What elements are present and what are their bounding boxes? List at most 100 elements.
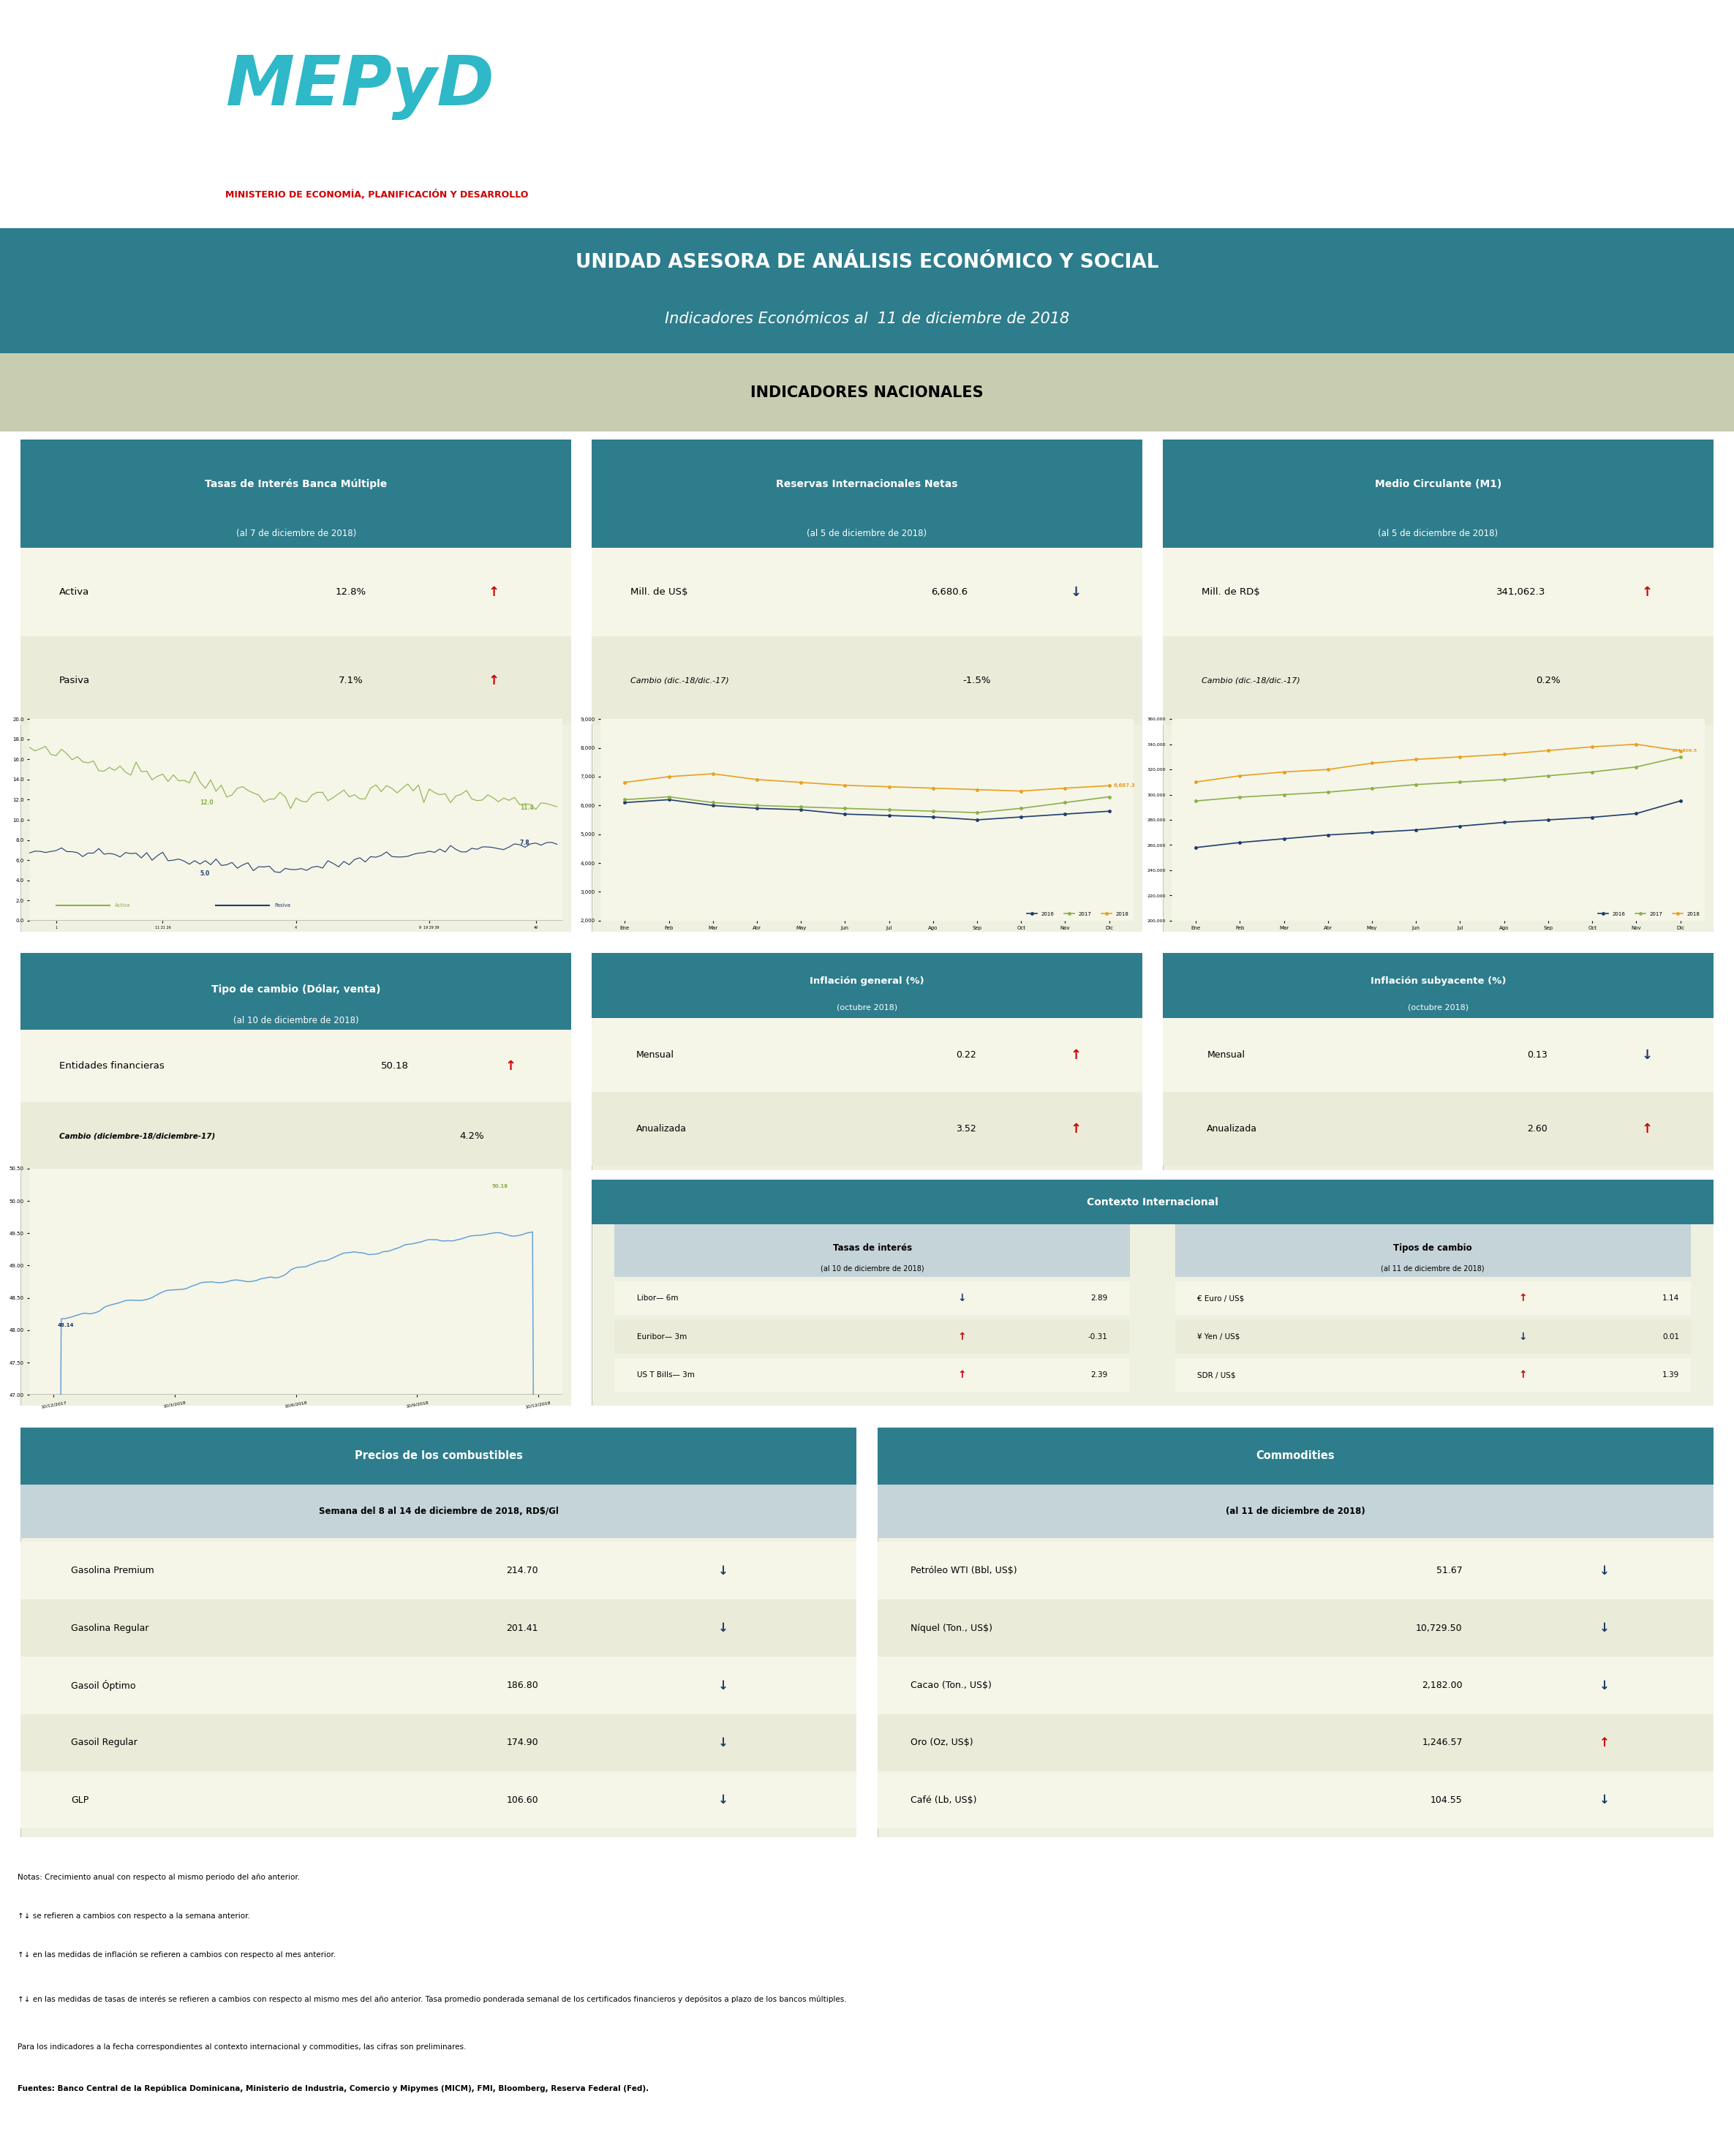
2017 (1361, 776, 1382, 802)
Text: Petróleo WTI (Bbl, US$): Petróleo WTI (Bbl, US$) (910, 1565, 1018, 1576)
Bar (877, 1656, 1713, 1714)
Bar (877, 1714, 1713, 1772)
Bar (877, 1427, 1713, 1485)
Text: Tasas de interés: Tasas de interés (832, 1244, 912, 1253)
2017 (834, 796, 855, 821)
2018 (1450, 744, 1470, 770)
Text: (al 5 de diciembre de 2018): (al 5 de diciembre de 2018) (806, 528, 928, 539)
2016 (1361, 819, 1382, 845)
2017 (1318, 778, 1339, 804)
2017 (1229, 785, 1250, 811)
Bar (591, 953, 1143, 1018)
2016 (1186, 834, 1207, 860)
Bar (21, 1102, 570, 1171)
2017 (1538, 763, 1559, 789)
Text: MINISTERIO DE ECONOMÍA, PLANIFICACIÓN Y DESARROLLO: MINISTERIO DE ECONOMÍA, PLANIFICACIÓN Y … (225, 190, 529, 201)
Text: ↑: ↑ (1642, 1123, 1653, 1136)
Text: Euribor— 3m: Euribor— 3m (636, 1332, 687, 1341)
2017 (1273, 783, 1294, 808)
Text: Cambio (dic.-18/dic.-17): Cambio (dic.-18/dic.-17) (1202, 677, 1300, 683)
Bar (1164, 548, 1713, 636)
Line: 2018: 2018 (624, 772, 1110, 791)
Text: 51.67: 51.67 (1436, 1565, 1462, 1576)
Text: Cacao (Ton., US$): Cacao (Ton., US$) (910, 1680, 992, 1690)
Text: Gasoil Regular: Gasoil Regular (71, 1738, 137, 1749)
Text: 7.8: 7.8 (520, 841, 529, 847)
Text: Oro (Oz, US$): Oro (Oz, US$) (910, 1738, 973, 1749)
2016 (1099, 798, 1120, 824)
2016 (1054, 802, 1075, 828)
Bar (21, 1656, 857, 1714)
2018 (614, 770, 635, 796)
Bar (614, 1225, 1131, 1276)
Bar (21, 1031, 570, 1102)
Text: ↓: ↓ (1599, 1621, 1609, 1634)
Text: Mill. de RD$: Mill. de RD$ (1202, 586, 1261, 597)
Text: Anualizada: Anualizada (636, 1123, 687, 1134)
Text: MEPyD: MEPyD (225, 52, 494, 121)
2016 (922, 804, 943, 830)
Text: Mensual: Mensual (636, 1050, 675, 1061)
Text: Precios de los combustibles: Precios de los combustibles (355, 1451, 522, 1462)
Bar (21, 1600, 857, 1656)
Text: 0.22: 0.22 (955, 1050, 976, 1061)
Text: ↑: ↑ (1519, 1294, 1528, 1302)
Text: Níquel (Ton., US$): Níquel (Ton., US$) (910, 1623, 994, 1632)
2017 (659, 785, 680, 811)
Bar (591, 1179, 1713, 1225)
2017 (1626, 755, 1647, 780)
Text: 341,062.3: 341,062.3 (1496, 586, 1545, 597)
2016 (1450, 813, 1470, 839)
2017 (1011, 796, 1032, 821)
Bar (1164, 440, 1713, 548)
2016 (747, 796, 768, 821)
Text: (al 10 de diciembre de 2018): (al 10 de diciembre de 2018) (820, 1266, 924, 1272)
Text: Activa: Activa (114, 903, 130, 908)
2017 (1099, 785, 1120, 811)
Text: Activa: Activa (59, 586, 90, 597)
Text: 1,246.57: 1,246.57 (1422, 1738, 1462, 1749)
2018 (1099, 772, 1120, 798)
Text: 2,182.00: 2,182.00 (1422, 1680, 1462, 1690)
Text: Libor— 6m: Libor— 6m (636, 1294, 678, 1302)
Text: ↑: ↑ (489, 675, 499, 688)
Text: Gasoil Óptimo: Gasoil Óptimo (71, 1680, 135, 1690)
Text: ↑: ↑ (957, 1332, 966, 1341)
Text: 7.1%: 7.1% (338, 677, 364, 686)
Bar (21, 548, 570, 636)
Text: (al 10 de diciembre de 2018): (al 10 de diciembre de 2018) (232, 1015, 359, 1026)
2018 (1538, 737, 1559, 763)
2017 (614, 787, 635, 813)
Text: ↓: ↓ (957, 1294, 966, 1302)
Text: ↑: ↑ (1599, 1736, 1609, 1749)
Text: ↓: ↓ (1599, 1563, 1609, 1578)
2017 (1406, 772, 1427, 798)
2018 (1361, 750, 1382, 776)
Text: 12.0: 12.0 (199, 800, 213, 806)
Text: 201.41: 201.41 (506, 1623, 538, 1632)
2016 (1670, 787, 1691, 813)
2018 (1273, 759, 1294, 785)
2018 (1581, 733, 1602, 759)
Text: ↑: ↑ (1070, 1123, 1082, 1136)
Text: ↑: ↑ (1642, 586, 1653, 599)
Bar (614, 1319, 1131, 1354)
Text: 50.18: 50.18 (381, 1061, 409, 1072)
Text: 106.60: 106.60 (506, 1796, 538, 1805)
2018 (791, 770, 812, 796)
2017 (791, 793, 812, 819)
Text: Entidades financieras: Entidades financieras (59, 1061, 165, 1072)
2018 (1011, 778, 1032, 804)
Bar (614, 1281, 1131, 1315)
Text: 6,680.6: 6,680.6 (931, 586, 968, 597)
Bar (1176, 1358, 1691, 1393)
Text: Pasiva: Pasiva (274, 903, 291, 908)
Bar (21, 440, 570, 548)
Text: Cambio (dic.-18/dic.-17): Cambio (dic.-18/dic.-17) (631, 677, 728, 683)
Text: INDICADORES NACIONALES: INDICADORES NACIONALES (751, 386, 983, 399)
Text: Mill. de US$: Mill. de US$ (631, 586, 688, 597)
2016 (879, 802, 900, 828)
Text: ↑↓ en las medidas de tasas de interés se refieren a cambios con respecto al mism: ↑↓ en las medidas de tasas de interés se… (17, 1996, 846, 2003)
Text: Para los indicadores a la fecha correspondientes al contexto internacional y com: Para los indicadores a la fecha correspo… (17, 2044, 466, 2050)
Text: ↓: ↓ (718, 1794, 728, 1807)
